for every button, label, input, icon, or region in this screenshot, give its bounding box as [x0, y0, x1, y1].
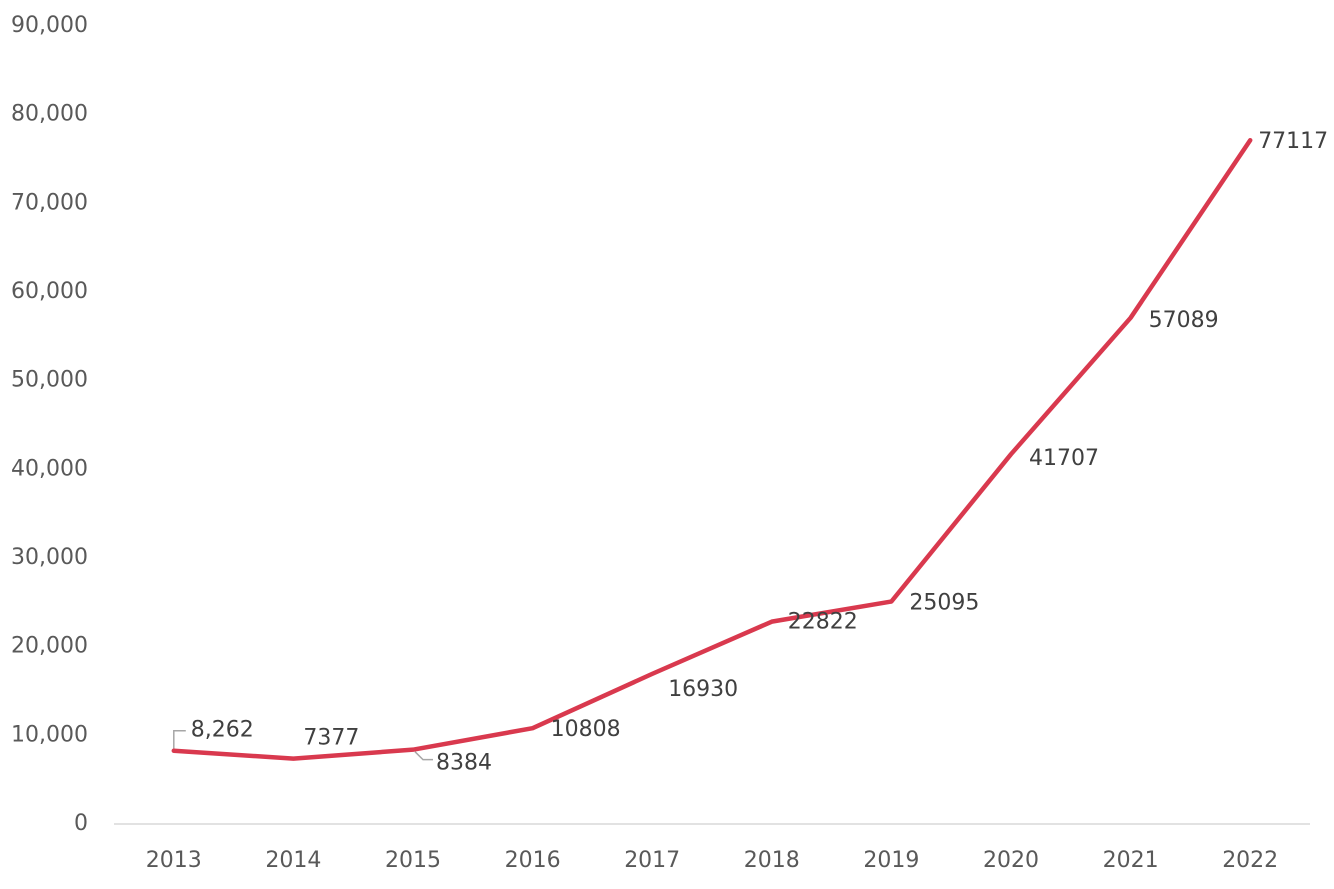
series-line	[171, 137, 1253, 761]
y-tick-label: 90,000	[11, 13, 88, 38]
x-tick-label: 2016	[505, 848, 561, 873]
data-label: 22822	[788, 610, 858, 635]
x-tick-label: 2014	[265, 848, 321, 873]
y-tick-label: 70,000	[11, 190, 88, 215]
x-tick-label: 2020	[983, 848, 1039, 873]
y-tick-label: 60,000	[11, 279, 88, 304]
data-label: 7377	[303, 726, 359, 751]
data-label-leaders	[173, 729, 433, 761]
data-label-leader	[414, 751, 433, 761]
x-tick-label: 2018	[744, 848, 800, 873]
y-tick-label: 10,000	[11, 722, 88, 747]
data-labels: 8,262 7377 8384 10808 16930 22822 25095 41707 57…	[191, 129, 1328, 775]
data-label: 16930	[668, 677, 738, 702]
data-label: 8384	[436, 751, 492, 776]
y-tick-label: 0	[74, 811, 88, 836]
x-tick-label: 2013	[146, 848, 202, 873]
y-tick-label: 20,000	[11, 634, 88, 659]
data-label: 41707	[1029, 446, 1099, 471]
y-tick-label: 30,000	[11, 545, 88, 570]
data-label: 77117	[1258, 129, 1328, 154]
data-label: 57089	[1149, 308, 1219, 333]
data-label: 25095	[909, 590, 979, 615]
y-axis-ticks: 0 10,000 20,000 30,000 40,000 50,000 60,000 70,…	[11, 13, 88, 836]
x-axis-ticks: 2013 2014 2015 2016 2017 2018 2019 2020 2021 2022	[146, 848, 1278, 873]
data-label: 8,262	[191, 718, 254, 743]
y-tick-label: 50,000	[11, 368, 88, 393]
data-label-leader	[173, 729, 186, 749]
x-tick-label: 2019	[863, 848, 919, 873]
x-tick-label: 2022	[1222, 848, 1278, 873]
y-tick-label: 80,000	[11, 102, 88, 127]
x-tick-label: 2021	[1103, 848, 1159, 873]
y-tick-label: 40,000	[11, 456, 88, 481]
x-tick-label: 2015	[385, 848, 441, 873]
x-tick-label: 2017	[624, 848, 680, 873]
data-label: 10808	[551, 717, 621, 742]
